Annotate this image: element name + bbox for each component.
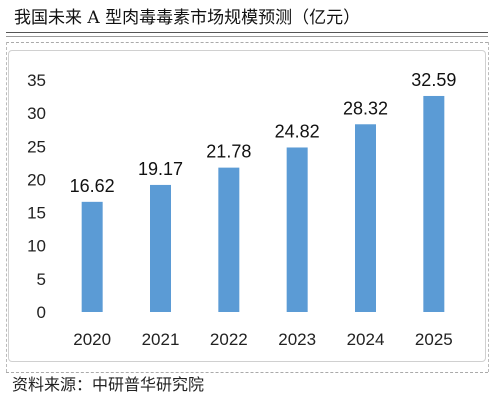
x-axis: 2020 2021 2022 2023 2024 2025 bbox=[73, 330, 452, 349]
data-label-2020: 16.62 bbox=[70, 176, 115, 196]
y-tick-label: 10 bbox=[27, 237, 46, 256]
x-tick-label: 2021 bbox=[142, 330, 180, 349]
y-axis: 0 5 10 15 20 25 30 35 bbox=[27, 71, 46, 322]
y-tick-label: 20 bbox=[27, 170, 46, 189]
bars-group: 16.62 19.17 21.78 24.82 28.32 32.59 bbox=[70, 70, 456, 312]
bar-2021 bbox=[150, 184, 171, 312]
title-underline bbox=[6, 32, 488, 33]
dashed-frame-bottom bbox=[6, 372, 488, 373]
data-label-2021: 19.17 bbox=[138, 159, 183, 179]
data-label-2022: 21.78 bbox=[206, 142, 251, 162]
bar-2024 bbox=[355, 124, 376, 312]
title-underline-secondary bbox=[6, 36, 488, 37]
data-label-2025: 32.59 bbox=[411, 70, 456, 90]
dashed-frame-right bbox=[488, 42, 489, 372]
y-tick-label: 15 bbox=[27, 204, 46, 223]
bar-2023 bbox=[286, 147, 308, 312]
y-tick-label: 25 bbox=[27, 137, 46, 156]
x-tick-label: 2023 bbox=[278, 330, 316, 349]
dashed-frame-top bbox=[6, 42, 488, 43]
y-tick-label: 5 bbox=[37, 270, 46, 289]
x-tick-label: 2022 bbox=[210, 330, 248, 349]
bar-2022 bbox=[218, 167, 240, 312]
data-label-2024: 28.32 bbox=[343, 98, 388, 118]
dashed-frame-left bbox=[6, 42, 7, 372]
chart-title: 我国未来 A 型肉毒毒素市场规模预测（亿元） bbox=[14, 8, 361, 28]
x-tick-label: 2024 bbox=[347, 330, 385, 349]
y-tick-label: 30 bbox=[27, 104, 46, 123]
source-note: 资料来源：中研普华研究院 bbox=[12, 375, 205, 394]
x-tick-label: 2020 bbox=[73, 330, 111, 349]
y-tick-label: 0 bbox=[37, 303, 46, 322]
x-tick-label: 2025 bbox=[415, 330, 453, 349]
data-label-2023: 24.82 bbox=[275, 121, 320, 141]
bar-2020 bbox=[81, 201, 103, 312]
bar-2025 bbox=[423, 95, 445, 312]
y-tick-label: 35 bbox=[27, 71, 46, 90]
